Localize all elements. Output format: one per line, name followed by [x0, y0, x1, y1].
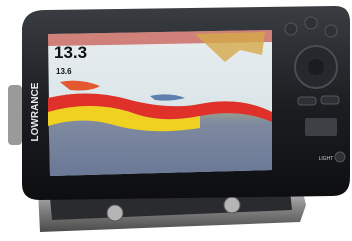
direction-pad-center[interactable] — [308, 59, 324, 75]
model-badge — [305, 118, 337, 136]
product-photo: 13.3 13.6 LOWRANCE LIGHT — [0, 0, 352, 241]
bracket-knob — [107, 205, 123, 221]
sonar-screen: 13.3 13.6 — [48, 30, 272, 176]
menu-button[interactable] — [298, 97, 316, 105]
side-knob — [8, 85, 22, 145]
round-button[interactable] — [325, 25, 337, 37]
round-button[interactable] — [305, 17, 317, 29]
light-label: LIGHT — [319, 156, 334, 162]
round-button[interactable] — [285, 23, 297, 35]
depth-reading: 13.3 — [54, 43, 87, 62]
light-button[interactable] — [335, 152, 345, 162]
brand-label: LOWRANCE — [30, 82, 41, 141]
enter-button[interactable] — [321, 96, 339, 104]
bracket-knob — [224, 197, 240, 213]
sub-depth-reading: 13.6 — [56, 67, 72, 76]
